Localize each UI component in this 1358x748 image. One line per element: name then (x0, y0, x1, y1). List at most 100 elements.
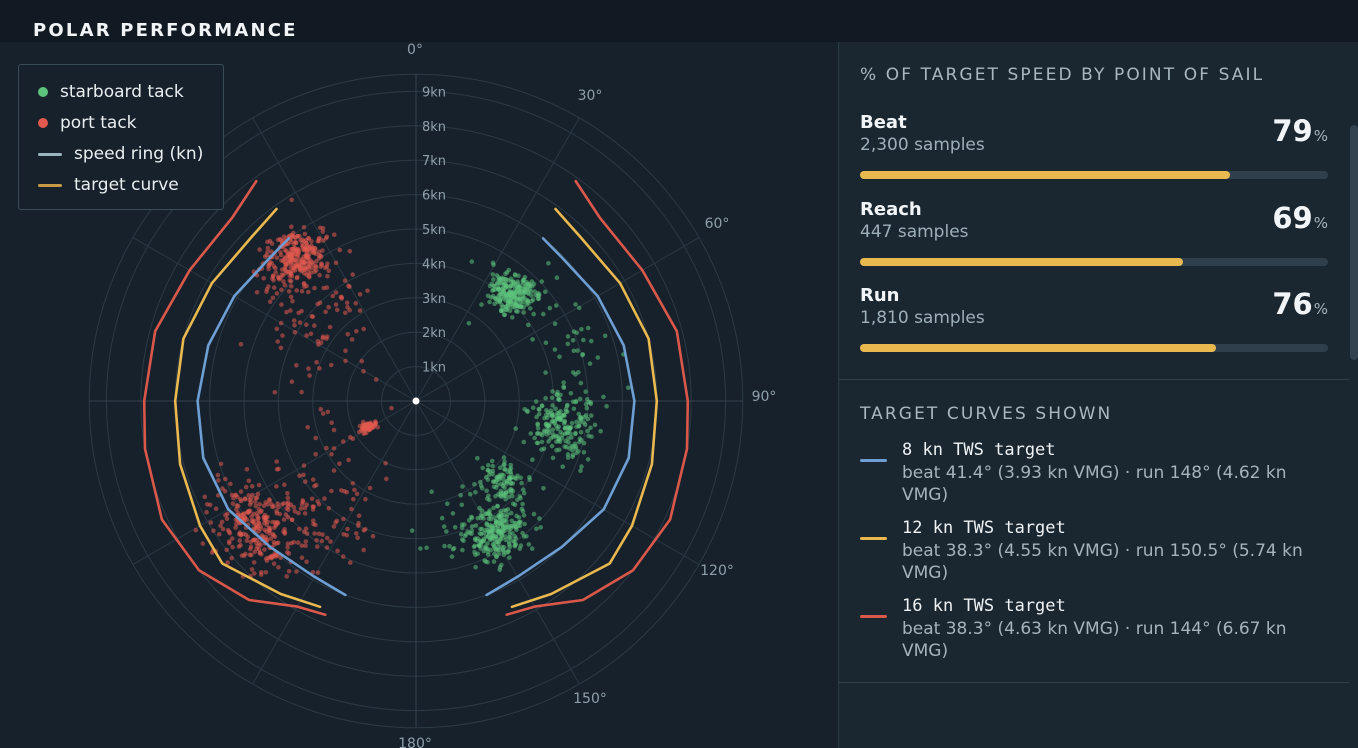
data-point (498, 508, 504, 514)
data-point (447, 543, 452, 549)
data-point (343, 348, 348, 354)
angle-tick-label: 30° (578, 88, 603, 104)
data-point (530, 405, 536, 411)
data-point (274, 459, 280, 464)
data-point (274, 508, 279, 514)
data-point (504, 307, 510, 313)
data-point (280, 273, 286, 278)
data-point (485, 468, 491, 473)
data-point (288, 256, 293, 261)
data-point (256, 482, 262, 488)
data-point (573, 302, 578, 307)
scrollbar-track[interactable] (1349, 42, 1358, 748)
data-point (458, 531, 464, 537)
data-point (312, 269, 318, 274)
data-point (506, 494, 512, 500)
data-point (285, 514, 291, 520)
curve-title: 16 kn TWS target (902, 596, 1066, 616)
data-point (488, 513, 493, 518)
data-point (290, 233, 296, 239)
data-point (322, 265, 328, 271)
data-point (475, 455, 480, 461)
angle-spoke (252, 400, 417, 685)
data-point (588, 425, 593, 431)
data-point (297, 320, 303, 325)
data-point (532, 289, 537, 294)
legend-label: port tack (60, 113, 137, 133)
target-curve-starboard (485, 237, 636, 597)
data-point (200, 541, 206, 546)
data-point (245, 534, 251, 540)
data-point (512, 273, 518, 278)
data-point (243, 484, 249, 490)
sample-count: 1,810 samples (860, 308, 985, 328)
data-point (513, 520, 518, 526)
angle-spoke (132, 237, 417, 402)
port-tack-points (193, 197, 394, 579)
angle-tick-label: 120° (700, 563, 734, 579)
data-point (559, 435, 565, 441)
data-point (273, 270, 279, 275)
data-point (521, 513, 527, 518)
data-point (583, 389, 588, 395)
data-point (294, 254, 300, 259)
data-point (531, 281, 537, 287)
data-point (462, 533, 468, 539)
data-point (254, 541, 259, 546)
data-point (324, 234, 330, 240)
data-point (487, 537, 493, 542)
curve-detail: beat 41.4° (3.93 kn VMG) · run 148° (4.6… (902, 463, 1287, 505)
data-point (550, 455, 556, 461)
data-point (282, 282, 288, 288)
data-point (462, 522, 467, 527)
data-point (505, 512, 510, 517)
data-point (308, 247, 314, 253)
data-point (303, 543, 308, 549)
data-point (508, 469, 513, 475)
data-point (500, 304, 506, 310)
data-point (324, 545, 330, 550)
data-point (284, 574, 290, 579)
data-point (299, 543, 305, 548)
data-point (563, 438, 568, 444)
data-point (306, 236, 311, 241)
data-point (539, 439, 545, 445)
data-point (504, 283, 509, 289)
data-point (353, 301, 359, 306)
legend-item-port: port tack (19, 112, 137, 134)
radial-tick-label: 3kn (422, 292, 446, 307)
data-point (233, 525, 238, 530)
data-point (278, 320, 284, 326)
data-point (552, 321, 558, 327)
data-point (585, 416, 591, 422)
data-point (261, 276, 267, 281)
data-point (521, 310, 526, 315)
data-point (318, 406, 324, 412)
data-point (289, 284, 294, 289)
data-point (478, 479, 483, 485)
data-point (249, 567, 255, 572)
data-point (490, 463, 496, 469)
data-point (490, 272, 496, 277)
section-divider (839, 379, 1349, 380)
data-point (512, 534, 518, 539)
data-point (255, 514, 260, 519)
data-point (602, 333, 608, 339)
data-point (483, 511, 488, 516)
data-point (267, 262, 272, 268)
data-point (237, 538, 242, 543)
data-point (587, 361, 593, 366)
data-point (543, 289, 548, 295)
data-point (246, 493, 251, 498)
data-point (536, 406, 542, 412)
data-point (242, 511, 247, 516)
data-point (544, 432, 550, 437)
data-point (569, 435, 574, 440)
data-point (211, 528, 216, 533)
scrollbar-thumb[interactable] (1350, 125, 1358, 360)
data-point (577, 396, 583, 402)
data-point (218, 461, 224, 467)
data-point (509, 523, 515, 529)
data-point (534, 431, 540, 437)
data-point (579, 327, 584, 332)
